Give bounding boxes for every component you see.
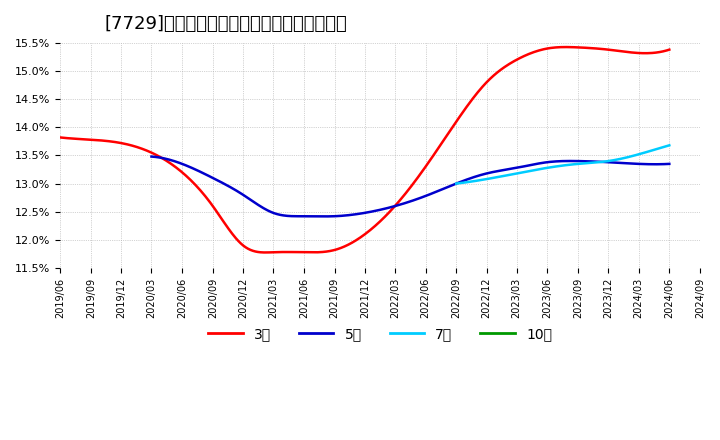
Legend: 3年, 5年, 7年, 10年: 3年, 5年, 7年, 10年 bbox=[202, 322, 557, 347]
Text: [7729]　当期純利益マージンの平均値の推移: [7729] 当期純利益マージンの平均値の推移 bbox=[105, 15, 348, 33]
